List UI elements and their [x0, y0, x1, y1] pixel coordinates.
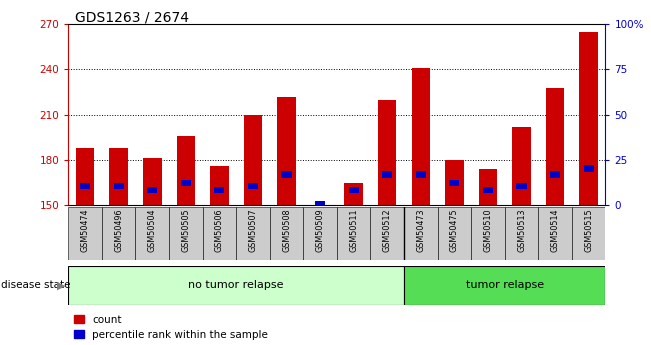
Bar — [210, 166, 229, 205]
Text: GSM50511: GSM50511 — [349, 209, 358, 252]
Bar — [516, 183, 527, 189]
Bar — [348, 187, 359, 193]
Bar — [76, 148, 94, 205]
Bar — [147, 187, 158, 193]
Bar — [176, 136, 195, 205]
Text: GSM50504: GSM50504 — [148, 209, 157, 252]
Bar — [109, 148, 128, 205]
Bar — [546, 88, 564, 205]
Bar — [102, 207, 135, 260]
Text: GSM50513: GSM50513 — [517, 209, 526, 252]
Bar — [404, 266, 605, 305]
Bar — [270, 207, 303, 260]
Bar — [471, 207, 505, 260]
Bar — [404, 207, 437, 260]
Bar — [277, 97, 296, 205]
Bar — [437, 207, 471, 260]
Text: GSM50512: GSM50512 — [383, 209, 392, 252]
Bar — [449, 180, 460, 186]
Text: tumor relapse: tumor relapse — [465, 280, 544, 290]
Bar — [243, 115, 262, 205]
Text: GSM50475: GSM50475 — [450, 209, 459, 252]
Bar — [416, 170, 426, 178]
Bar — [550, 170, 560, 178]
Bar — [505, 207, 538, 260]
Bar — [483, 187, 493, 193]
Bar — [68, 266, 404, 305]
Text: GSM50515: GSM50515 — [584, 209, 593, 252]
Text: GSM50508: GSM50508 — [282, 209, 291, 252]
Text: GSM50506: GSM50506 — [215, 209, 224, 252]
Bar — [315, 201, 326, 205]
Text: GSM50505: GSM50505 — [182, 209, 190, 252]
Bar — [572, 207, 605, 260]
Bar — [143, 158, 161, 205]
Bar — [512, 127, 531, 205]
Text: GSM50473: GSM50473 — [416, 209, 425, 252]
Text: no tumor relapse: no tumor relapse — [188, 280, 284, 290]
Legend: count, percentile rank within the sample: count, percentile rank within the sample — [74, 315, 268, 340]
Text: GSM50509: GSM50509 — [316, 209, 325, 252]
Text: GSM50510: GSM50510 — [484, 209, 492, 252]
Bar — [281, 170, 292, 178]
Bar — [378, 100, 396, 205]
Text: GSM50507: GSM50507 — [249, 209, 258, 252]
Bar — [337, 207, 370, 260]
Text: ▶: ▶ — [57, 280, 65, 290]
Bar — [538, 207, 572, 260]
Text: disease state: disease state — [1, 280, 70, 290]
Text: GSM50514: GSM50514 — [551, 209, 560, 252]
Text: GSM50496: GSM50496 — [114, 209, 123, 252]
Bar — [135, 207, 169, 260]
Bar — [445, 160, 464, 205]
Bar — [411, 68, 430, 205]
Bar — [114, 183, 124, 189]
Bar — [579, 32, 598, 205]
Bar — [169, 207, 202, 260]
Text: GSM50474: GSM50474 — [81, 209, 90, 252]
Bar — [303, 207, 337, 260]
Bar — [370, 207, 404, 260]
Bar — [181, 180, 191, 186]
Bar — [80, 183, 90, 189]
Bar — [214, 187, 225, 193]
Bar — [478, 169, 497, 205]
Bar — [68, 207, 102, 260]
Text: GDS1263 / 2674: GDS1263 / 2674 — [75, 10, 189, 24]
Bar — [583, 165, 594, 172]
Bar — [202, 207, 236, 260]
Bar — [344, 183, 363, 205]
Bar — [382, 170, 393, 178]
Bar — [248, 183, 258, 189]
Bar — [236, 207, 270, 260]
